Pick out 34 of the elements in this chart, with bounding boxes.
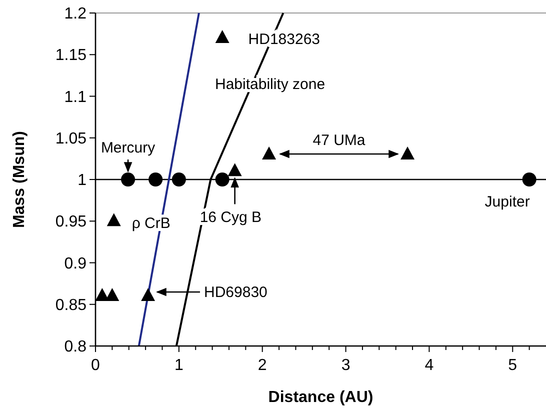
- y-tick-label: 0.85: [55, 296, 87, 314]
- y-tick-label: 0.8: [64, 338, 87, 356]
- point: [215, 172, 230, 186]
- x-axis-title: Distance (AU): [268, 389, 374, 406]
- x-tick-label: 2: [258, 357, 267, 374]
- y-tick-label: 1.2: [64, 6, 87, 23]
- annotation: Mercury: [100, 140, 156, 156]
- x-tick-label: 3: [341, 357, 350, 374]
- y-tick-label: 1.05: [55, 130, 87, 148]
- annotation: HD69830: [204, 284, 268, 301]
- x-tick-label: 0: [91, 357, 100, 374]
- point: [148, 172, 163, 186]
- point: [215, 30, 230, 43]
- y-tick-label: 1.1: [64, 88, 87, 106]
- point: [141, 288, 156, 302]
- point: [172, 172, 186, 186]
- y-tick-label: 1: [78, 172, 87, 190]
- y-tick-label: 0.9: [64, 255, 87, 272]
- x-tick-label: 1: [174, 357, 184, 374]
- point: [121, 172, 136, 186]
- annotation: 47 UMa: [312, 132, 366, 149]
- x-tick-label: 4: [424, 357, 434, 374]
- point: [522, 172, 536, 186]
- annotation: Jupiter: [484, 194, 530, 210]
- point: [400, 146, 415, 160]
- point: [95, 288, 110, 302]
- point: [262, 146, 276, 160]
- y-tick-label: 0.95: [55, 214, 87, 231]
- point: [106, 213, 121, 226]
- point: [228, 163, 242, 176]
- point: [105, 288, 120, 302]
- x-tick-label: 5: [508, 357, 518, 374]
- y-axis-title: Mass (Msun): [11, 131, 28, 228]
- y-tick-label: 1.15: [55, 47, 87, 64]
